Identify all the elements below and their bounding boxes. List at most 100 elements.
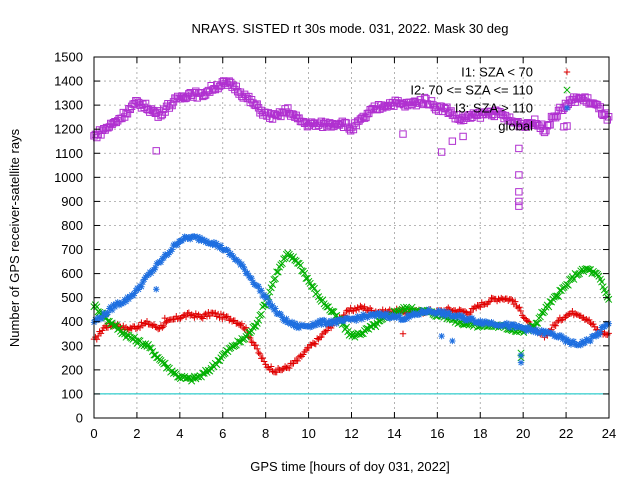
- data-point: [598, 278, 606, 286]
- data-point: [295, 114, 303, 122]
- data-point: [194, 233, 201, 240]
- data-point: [521, 325, 529, 332]
- data-point: [291, 319, 299, 327]
- data-point: [500, 114, 508, 123]
- data-point: [183, 374, 192, 382]
- data-point: [553, 292, 561, 300]
- data-point: [313, 335, 321, 342]
- data-point: [532, 326, 540, 333]
- data-point: [180, 236, 187, 243]
- outlier-point: [515, 197, 523, 206]
- data-point: [485, 298, 492, 306]
- data-point: [157, 259, 165, 266]
- data-point: [536, 313, 544, 321]
- data-point: [141, 276, 148, 283]
- data-point: [438, 311, 445, 319]
- data-point: [343, 307, 350, 315]
- data-point: [584, 336, 591, 344]
- data-point: [103, 311, 110, 318]
- data-point: [599, 111, 607, 120]
- data-point: [516, 304, 523, 311]
- data-point: [207, 82, 215, 90]
- data-point: [477, 317, 484, 325]
- data-point: [274, 268, 282, 276]
- data-point: [213, 240, 220, 247]
- outlier-point: [399, 330, 407, 337]
- outlier-point: [448, 137, 457, 145]
- y-tick-label: 400: [61, 314, 83, 329]
- data-point: [270, 110, 278, 118]
- data-point: [294, 357, 301, 365]
- data-point: [464, 112, 472, 120]
- data-point: [281, 105, 289, 113]
- data-point: [322, 328, 329, 336]
- data-point: [132, 287, 140, 294]
- data-point: [485, 109, 493, 118]
- outlier-point: [437, 148, 446, 156]
- data-point: [591, 100, 599, 108]
- data-point: [216, 314, 223, 321]
- y-axis-label: Number of GPS receiver-satellite rays: [7, 128, 22, 347]
- data-point: [564, 281, 572, 289]
- data-point: [327, 317, 335, 324]
- data-point: [426, 100, 434, 109]
- data-point: [130, 333, 139, 341]
- data-point: [196, 234, 204, 241]
- y-tick-label: 600: [61, 266, 83, 281]
- legend-marker: [563, 86, 571, 94]
- data-point: [180, 312, 187, 319]
- data-point: [532, 319, 540, 327]
- data-point: [212, 309, 219, 317]
- outlier-point: [459, 132, 467, 141]
- data-point: [288, 110, 296, 118]
- outlier-point: [515, 171, 523, 179]
- y-tick-label: 500: [61, 290, 83, 305]
- data-point: [287, 320, 294, 328]
- data-point: [240, 90, 249, 98]
- y-tick-label: 900: [61, 194, 83, 209]
- data-point: [551, 321, 558, 329]
- data-point: [138, 283, 145, 290]
- data-point: [143, 318, 151, 325]
- data-point: [371, 313, 378, 320]
- data-point: [377, 101, 386, 109]
- data-point: [572, 93, 581, 102]
- data-point: [203, 237, 211, 245]
- legend-marker: [563, 122, 571, 130]
- data-point: [127, 324, 134, 331]
- data-point: [583, 315, 590, 323]
- data-point: [582, 98, 591, 106]
- data-point: [306, 323, 314, 331]
- series-layer: [90, 77, 613, 385]
- y-tick-label: 1000: [54, 170, 83, 185]
- data-point: [281, 363, 289, 370]
- data-point: [249, 278, 257, 286]
- data-point: [592, 333, 600, 340]
- data-point: [396, 312, 403, 319]
- data-point: [168, 101, 176, 110]
- x-tick-label: 20: [516, 426, 530, 441]
- data-point: [156, 258, 163, 265]
- data-point: [323, 327, 331, 334]
- data-point: [286, 364, 293, 372]
- data-point: [552, 322, 559, 330]
- data-point: [205, 309, 212, 316]
- data-point: [318, 333, 325, 341]
- data-point: [145, 271, 152, 278]
- data-point: [437, 102, 446, 111]
- data-point: [273, 268, 281, 276]
- data-point: [244, 269, 251, 277]
- data-point: [247, 96, 256, 104]
- outlier-point: [515, 202, 523, 210]
- data-point: [279, 314, 286, 321]
- data-point: [134, 98, 143, 107]
- series-2: [90, 233, 612, 366]
- data-point: [147, 105, 155, 113]
- data-point: [189, 93, 197, 101]
- outlier-point: [153, 286, 160, 293]
- data-point: [248, 338, 255, 346]
- data-point: [399, 100, 408, 109]
- data-point: [178, 92, 186, 100]
- data-point: [147, 270, 155, 277]
- y-tick-label: 700: [61, 242, 83, 257]
